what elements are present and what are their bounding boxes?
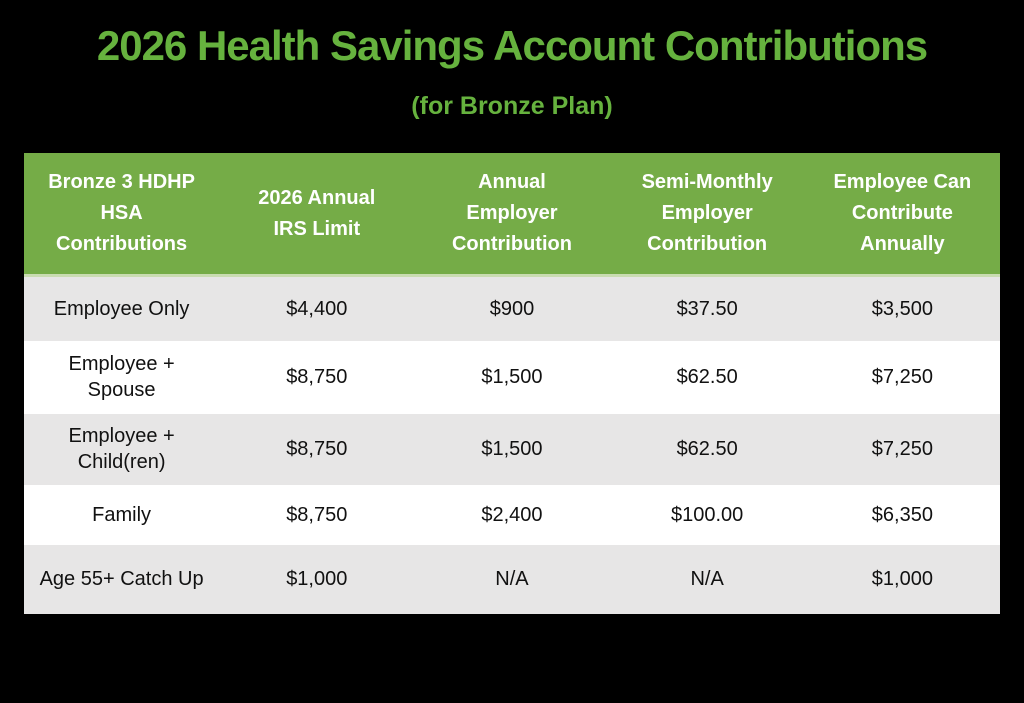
row-label: Age 55+ Catch Up: [39, 568, 204, 590]
cell-irs-limit: $8,750: [286, 366, 348, 388]
row-label: Employee + Spouse: [68, 353, 175, 401]
cell-employee-annual: $1,000: [871, 568, 933, 590]
row-label: Employee + Child(ren): [68, 425, 175, 473]
cell-annual-employer: $900: [489, 297, 535, 320]
cell-semimonthly-employer: N/A: [690, 568, 724, 590]
cell-semimonthly-employer: $37.50: [676, 297, 738, 320]
cell-employee-annual: $7,250: [871, 366, 933, 388]
column-header-employee-can-contribute: Employee Can Contribute Annually: [804, 153, 1000, 277]
table-row-employee-children: Employee + Child(ren) $8,750 $1,500 $62.…: [24, 413, 1000, 485]
table-row-employee-only: Employee Only $4,400 $900 $37.50 $3,500: [24, 275, 1000, 341]
row-label: Family: [92, 503, 152, 526]
table-row-employee-spouse: Employee + Spouse $8,750 $1,500 $62.50 $…: [24, 340, 1000, 414]
hsa-contributions-table: Bronze 3 HDHP HSA Contributions 2026 Ann…: [24, 153, 1000, 614]
cell-irs-limit: $8,750: [286, 438, 348, 460]
cell-employee-annual: $6,350: [871, 503, 933, 526]
header-row: Bronze 3 HDHP HSA Contributions 2026 Ann…: [24, 153, 1000, 277]
cell-semimonthly-employer: $62.50: [676, 438, 738, 460]
table-row-catch-up: Age 55+ Catch Up $1,000 N/A N/A $1,000: [24, 544, 1000, 614]
cell-irs-limit: $1,000: [286, 568, 348, 590]
cell-annual-employer: $2,400: [481, 503, 543, 526]
column-header-plan-tier: Bronze 3 HDHP HSA Contributions: [24, 153, 220, 277]
cell-employee-annual: $7,250: [871, 438, 933, 460]
cell-employee-annual: $3,500: [871, 297, 933, 320]
column-header-irs-limit: 2026 Annual IRS Limit: [219, 153, 415, 277]
page-subtitle: (for Bronze Plan): [411, 92, 613, 120]
cell-annual-employer: $1,500: [481, 438, 543, 460]
cell-semimonthly-employer: $100.00: [671, 503, 744, 526]
cell-semimonthly-employer: $62.50: [676, 366, 738, 388]
cell-annual-employer: $1,500: [481, 366, 543, 388]
table-body: Employee Only $4,400 $900 $37.50 $3,500 …: [24, 275, 1000, 614]
column-header-annual-employer: Annual Employer Contribution: [414, 153, 610, 277]
column-header-semimonthly-employer: Semi-Monthly Employer Contribution: [609, 153, 805, 277]
page-title: 2026 Health Savings Account Contribution…: [96, 22, 928, 69]
cell-irs-limit: $4,400: [286, 297, 348, 320]
cell-annual-employer: N/A: [495, 568, 529, 590]
row-label: Employee Only: [53, 297, 190, 320]
cell-irs-limit: $8,750: [286, 503, 348, 526]
table-header: Bronze 3 HDHP HSA Contributions 2026 Ann…: [24, 153, 1000, 277]
table-row-family: Family $8,750 $2,400 $100.00 $6,350: [24, 484, 1000, 545]
